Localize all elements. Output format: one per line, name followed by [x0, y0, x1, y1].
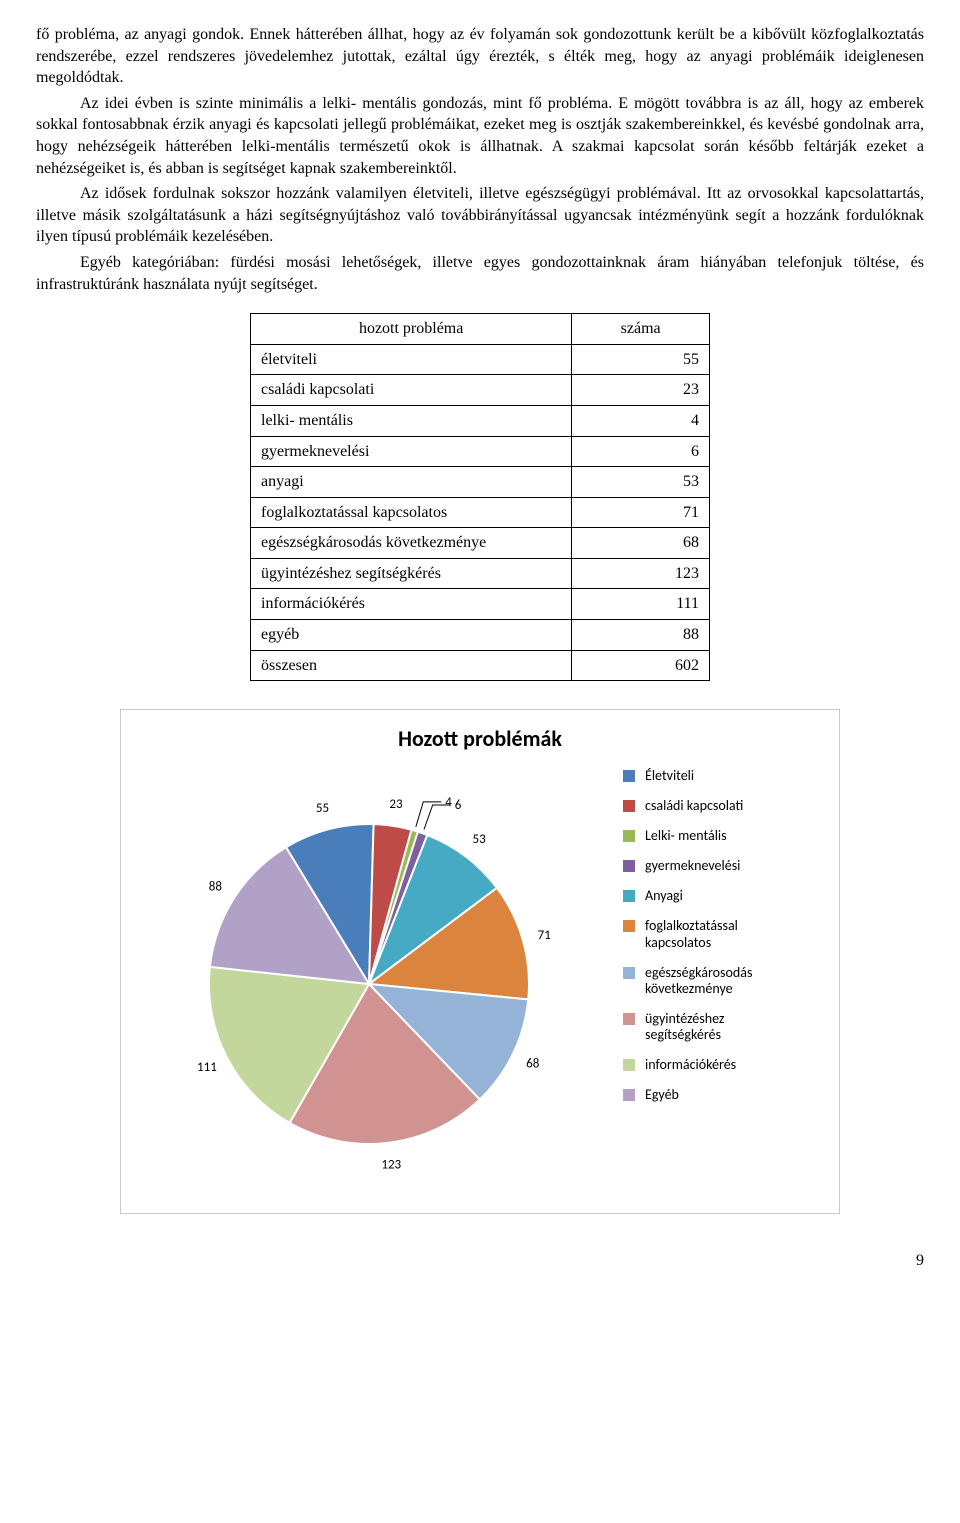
table-row: összesen602 — [251, 650, 710, 681]
body-paragraph: Egyéb kategóriában: fürdési mosási lehet… — [36, 252, 924, 295]
table-row: anyagi53 — [251, 467, 710, 498]
table-row: gyermeknevelési6 — [251, 436, 710, 467]
table-row: lelki- mentális4 — [251, 405, 710, 436]
table-row: információkérés111 — [251, 589, 710, 620]
table-cell-label: lelki- mentális — [251, 405, 572, 436]
table-cell-value: 55 — [572, 344, 710, 375]
legend-label: Életviteli — [645, 768, 694, 784]
table-cell-value: 71 — [572, 497, 710, 528]
legend-item: Lelki- mentális — [623, 828, 785, 844]
legend-item: információkérés — [623, 1057, 785, 1073]
pie-slice-label: 6 — [455, 798, 462, 813]
pie-slice-label: 53 — [473, 832, 487, 847]
table-row: egyéb88 — [251, 620, 710, 651]
body-paragraph: Az idei évben is szinte minimális a lelk… — [36, 93, 924, 179]
table-cell-value: 4 — [572, 405, 710, 436]
problems-table: hozott probléma száma életviteli55család… — [250, 313, 710, 681]
table-cell-label: életviteli — [251, 344, 572, 375]
legend-swatch — [623, 1089, 635, 1101]
chart-title: Hozott problémák — [139, 724, 821, 754]
legend-label: egészségkárosodás következménye — [645, 965, 785, 997]
pie-slice-label: 71 — [538, 928, 551, 943]
legend-item: gyermeknevelési — [623, 858, 785, 874]
table-cell-label: egészségkárosodás következménye — [251, 528, 572, 559]
legend-swatch — [623, 770, 635, 782]
legend-swatch — [623, 800, 635, 812]
table-cell-value: 53 — [572, 467, 710, 498]
table-cell-value: 23 — [572, 375, 710, 406]
body-paragraph: Az idősek fordulnak sokszor hozzánk vala… — [36, 183, 924, 248]
legend-label: Anyagi — [645, 888, 683, 904]
table-cell-value: 6 — [572, 436, 710, 467]
legend-swatch — [623, 1059, 635, 1071]
pie-slice-label: 68 — [526, 1056, 540, 1071]
table-cell-label: foglalkoztatással kapcsolatos — [251, 497, 572, 528]
pie-slice-label: 123 — [381, 1158, 401, 1173]
table-cell-label: családi kapcsolati — [251, 375, 572, 406]
legend-swatch — [623, 830, 635, 842]
table-cell-label: gyermeknevelési — [251, 436, 572, 467]
table-row: foglalkoztatással kapcsolatos71 — [251, 497, 710, 528]
pie-slice-label: 88 — [209, 879, 223, 894]
body-paragraph: fő probléma, az anyagi gondok. Ennek hát… — [36, 24, 924, 89]
table-cell-label: összesen — [251, 650, 572, 681]
table-row: egészségkárosodás következménye68 — [251, 528, 710, 559]
table-row: ügyintézéshez segítségkérés123 — [251, 558, 710, 589]
table-cell-value: 88 — [572, 620, 710, 651]
legend-item: ügyintézéshez segítségkérés — [623, 1011, 785, 1043]
legend-swatch — [623, 967, 635, 979]
legend-label: Lelki- mentális — [645, 828, 727, 844]
table-cell-value: 111 — [572, 589, 710, 620]
legend-label: információkérés — [645, 1057, 736, 1073]
pie-slice-label: 55 — [316, 801, 329, 816]
table-row: családi kapcsolati23 — [251, 375, 710, 406]
legend-item: Anyagi — [623, 888, 785, 904]
legend-item: Életviteli — [623, 768, 785, 784]
legend-item: családi kapcsolati — [623, 798, 785, 814]
table-cell-value: 68 — [572, 528, 710, 559]
legend-label: gyermeknevelési — [645, 858, 740, 874]
legend-item: foglalkoztatással kapcsolatos — [623, 918, 785, 950]
table-cell-label: egyéb — [251, 620, 572, 651]
legend-swatch — [623, 1013, 635, 1025]
pie-chart: 55 23 46 53 71 68 123 111 88 — [139, 764, 599, 1191]
legend-swatch — [623, 920, 635, 932]
table-header-label: hozott probléma — [251, 314, 572, 345]
legend-label: Egyéb — [645, 1087, 679, 1103]
legend-label: foglalkoztatással kapcsolatos — [645, 918, 785, 950]
table-cell-label: ügyintézéshez segítségkérés — [251, 558, 572, 589]
table-cell-label: anyagi — [251, 467, 572, 498]
legend-item: egészségkárosodás következménye — [623, 965, 785, 997]
legend-swatch — [623, 890, 635, 902]
legend-item: Egyéb — [623, 1087, 785, 1103]
table-header-count: száma — [572, 314, 710, 345]
pie-chart-container: Hozott problémák 55 23 46 53 71 68 123 111 88 Él… — [120, 709, 840, 1213]
legend-label: ügyintézéshez segítségkérés — [645, 1011, 785, 1043]
table-cell-value: 123 — [572, 558, 710, 589]
legend-label: családi kapcsolati — [645, 798, 743, 814]
table-row: életviteli55 — [251, 344, 710, 375]
pie-slice-label: 111 — [197, 1060, 217, 1075]
page-number: 9 — [36, 1250, 924, 1272]
pie-slice-label: 23 — [389, 797, 403, 812]
table-cell-value: 602 — [572, 650, 710, 681]
chart-legend: Életviteli családi kapcsolati Lelki- mentá… — [623, 764, 785, 1117]
table-cell-label: információkérés — [251, 589, 572, 620]
legend-swatch — [623, 860, 635, 872]
pie-slice-label: 4 — [445, 795, 452, 810]
